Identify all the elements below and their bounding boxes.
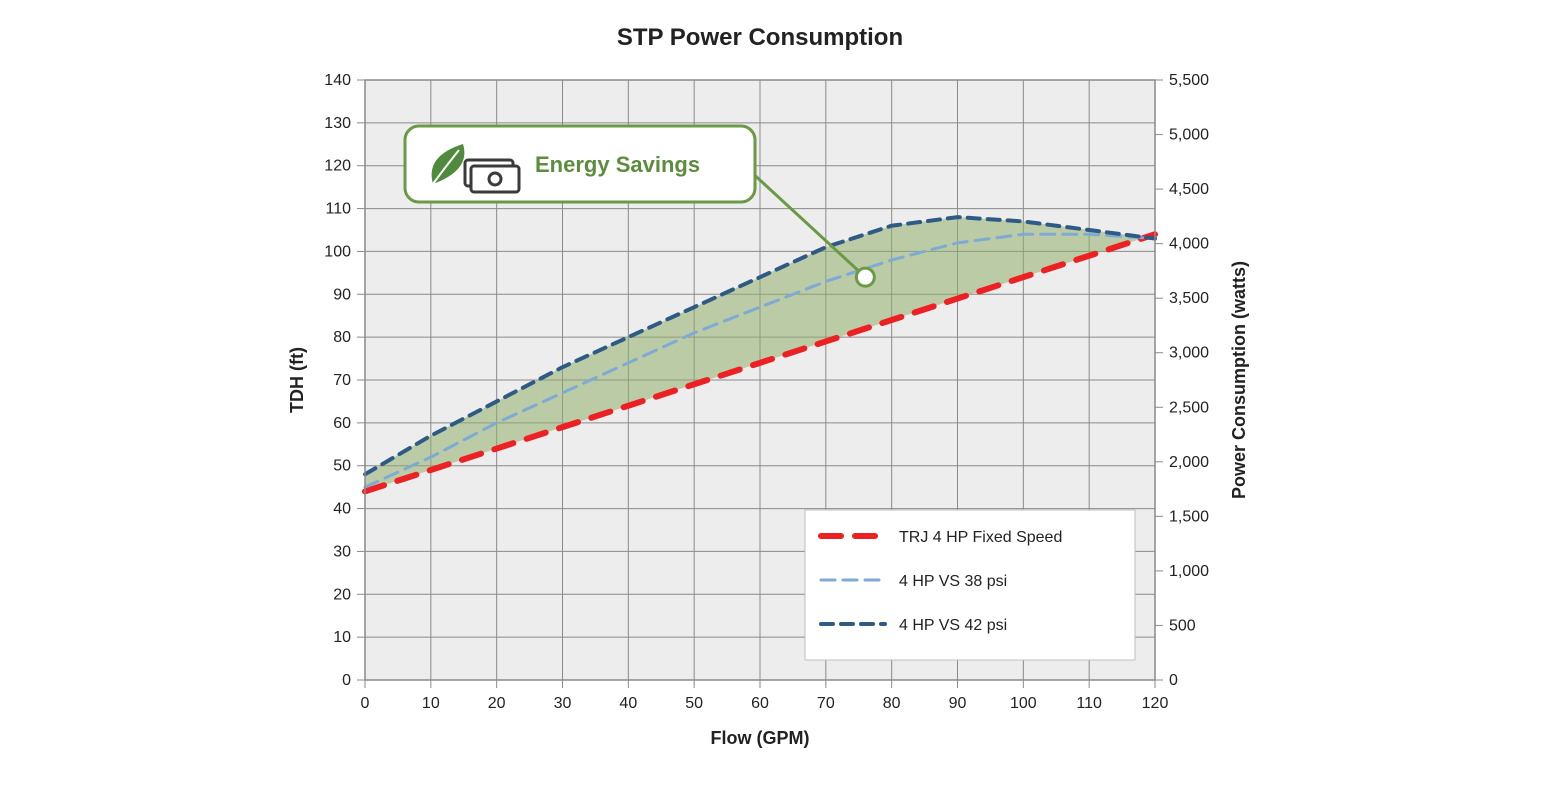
svg-text:100: 100	[324, 243, 351, 260]
svg-text:2,500: 2,500	[1169, 399, 1209, 416]
callout-target-marker	[856, 268, 874, 286]
svg-text:5,500: 5,500	[1169, 72, 1209, 89]
legend-label-vs_38: 4 HP VS 38 psi	[899, 573, 1007, 590]
svg-text:70: 70	[333, 372, 351, 389]
legend-label-trj_fixed: TRJ 4 HP Fixed Speed	[899, 529, 1062, 546]
y-right-ticks: 0 500 1,000 1,500 2,000 2,500 3,000 3,500 4,000 4…	[1155, 72, 1209, 689]
svg-text:50: 50	[685, 695, 703, 712]
svg-text:3,500: 3,500	[1169, 290, 1209, 307]
x-ticks: 0 10 20 30 40 50 60 70 80 90 100 110 120	[361, 680, 1169, 712]
svg-text:5,000: 5,000	[1169, 127, 1209, 144]
svg-text:20: 20	[333, 586, 351, 603]
svg-text:90: 90	[333, 286, 351, 303]
svg-text:50: 50	[333, 458, 351, 475]
svg-text:70: 70	[817, 695, 835, 712]
svg-text:110: 110	[1076, 695, 1102, 712]
power-consumption-chart: STP Power Consumption 0 10 20 30 40 50 60 70 80 9…	[0, 0, 1560, 800]
svg-text:30: 30	[333, 543, 351, 560]
svg-text:130: 130	[324, 115, 351, 132]
svg-text:0: 0	[361, 695, 370, 712]
svg-text:60: 60	[751, 695, 769, 712]
svg-text:4,000: 4,000	[1169, 236, 1209, 253]
svg-text:3,000: 3,000	[1169, 345, 1209, 362]
svg-text:10: 10	[422, 695, 440, 712]
svg-text:110: 110	[325, 201, 351, 218]
svg-text:2,000: 2,000	[1169, 454, 1209, 471]
y-left-ticks: 0 10 20 30 40 50 60 70 80 90 100 110 120 130 140	[324, 72, 365, 689]
callout-text: Energy Savings	[535, 152, 700, 177]
svg-text:100: 100	[1010, 695, 1037, 712]
legend-label-vs_42: 4 HP VS 42 psi	[899, 617, 1007, 634]
svg-text:120: 120	[1142, 695, 1169, 712]
svg-text:140: 140	[324, 72, 351, 89]
y-left-axis-label: TDH (ft)	[287, 347, 307, 413]
svg-text:60: 60	[333, 415, 351, 432]
svg-text:500: 500	[1169, 617, 1196, 634]
svg-text:90: 90	[949, 695, 967, 712]
svg-text:4,500: 4,500	[1169, 181, 1209, 198]
x-axis-label: Flow (GPM)	[711, 728, 810, 748]
svg-text:30: 30	[554, 695, 572, 712]
svg-text:0: 0	[342, 672, 351, 689]
svg-text:80: 80	[333, 329, 351, 346]
svg-text:80: 80	[883, 695, 901, 712]
svg-text:40: 40	[333, 501, 351, 518]
y-right-axis-label: Power Consumption (watts)	[1229, 261, 1249, 499]
svg-text:1,500: 1,500	[1169, 508, 1209, 525]
svg-text:10: 10	[333, 629, 351, 646]
legend: TRJ 4 HP Fixed Speed 4 HP VS 38 psi 4 HP V…	[805, 510, 1135, 660]
svg-text:40: 40	[619, 695, 637, 712]
svg-text:0: 0	[1169, 672, 1178, 689]
svg-text:1,000: 1,000	[1169, 563, 1209, 580]
svg-text:20: 20	[488, 695, 506, 712]
svg-text:120: 120	[324, 158, 351, 175]
chart-title: STP Power Consumption	[617, 24, 903, 51]
